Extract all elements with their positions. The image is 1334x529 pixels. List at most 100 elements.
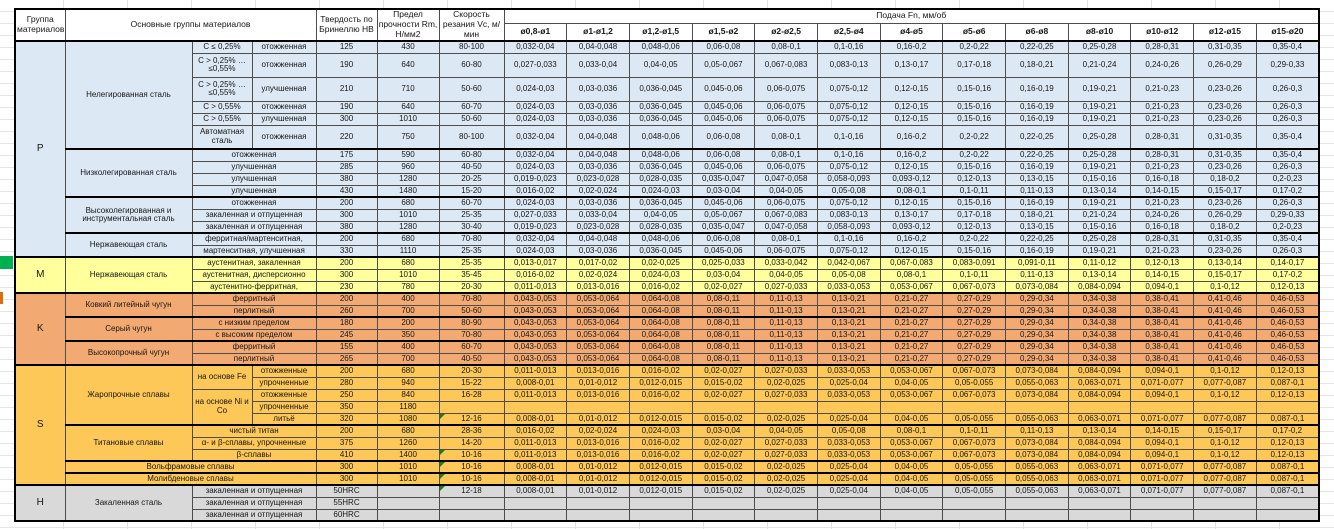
feed-cell[interactable] <box>1067 496 1132 510</box>
feed-col-header[interactable]: ø1,5-ø2 <box>691 22 756 42</box>
feed-cell[interactable]: 0,016-0,02 <box>503 268 568 282</box>
feed-cell[interactable]: 0,15-0,16 <box>942 76 1006 102</box>
hardness-cell[interactable]: 190 <box>315 100 378 114</box>
feed-cell[interactable]: 0,019-0,023 <box>503 172 568 186</box>
feed-cell[interactable]: 0,18-0,2 <box>1193 220 1257 234</box>
feed-cell[interactable]: 0,34-0,38 <box>1067 340 1132 354</box>
feed-cell[interactable]: 0,29-0,34 <box>1005 316 1069 330</box>
strength-cell[interactable]: 1280 <box>376 220 440 234</box>
feed-cell[interactable]: 0,28-0,31 <box>1130 232 1195 246</box>
feed-cell[interactable]: 0,13-0,14 <box>1193 256 1257 270</box>
speed-cell[interactable]: 50-60 <box>438 112 505 126</box>
feed-cell[interactable]: 0,05-0,08 <box>816 268 881 282</box>
feed-cell[interactable]: 0,11-0,13 <box>754 304 818 318</box>
feed-cell[interactable]: 0,043-0,053 <box>503 328 568 342</box>
feed-cell[interactable]: 0,064-0,08 <box>628 316 693 330</box>
feed-cell[interactable] <box>1255 400 1320 414</box>
feed-cell[interactable]: 0,34-0,38 <box>1067 292 1132 306</box>
feed-cell[interactable]: 0,34-0,38 <box>1067 316 1132 330</box>
feed-cell[interactable]: 0,12-0,15 <box>879 76 944 102</box>
feed-cell[interactable]: 0,008-0,01 <box>503 412 568 426</box>
feed-cell[interactable]: 0,008-0,01 <box>503 472 568 486</box>
material-label-cell[interactable]: отожженная <box>191 196 317 210</box>
feed-cell[interactable]: 0,46-0,53 <box>1255 340 1320 354</box>
feed-cell[interactable]: 0,21-0,27 <box>879 340 944 354</box>
feed-cell[interactable]: 0,055-0,063 <box>1005 484 1069 498</box>
feed-cell[interactable]: 0,12-0,13 <box>942 220 1006 234</box>
feed-cell[interactable]: 0,024-0,03 <box>503 244 568 258</box>
feed-cell[interactable]: 0,16-0,19 <box>1005 244 1069 258</box>
hardness-cell[interactable]: 320 <box>315 412 378 426</box>
feed-cell[interactable]: 0,027-0,033 <box>754 280 818 294</box>
material-label-cell[interactable]: закаленная и отпущенная <box>191 508 317 522</box>
feed-cell[interactable]: 0,024-0,03 <box>628 268 693 282</box>
feed-cell[interactable]: 0,067-0,073 <box>942 280 1006 294</box>
feed-cell[interactable]: 0,14-0,15 <box>1130 424 1195 438</box>
speed-cell[interactable]: 80-90 <box>438 316 505 330</box>
material-label-cell[interactable]: Нелегированная сталь <box>64 40 193 150</box>
material-label-cell[interactable]: C > 0,55% <box>191 100 253 114</box>
feed-cell[interactable]: 0,036-0,045 <box>628 100 693 114</box>
feed-cell[interactable]: 0,087-0,1 <box>1255 460 1320 474</box>
feed-cell[interactable]: 0,29-0,34 <box>1005 352 1069 366</box>
feed-cell[interactable]: 0,12-0,13 <box>1130 256 1195 270</box>
feed-cell[interactable]: 0,16-0,19 <box>1005 160 1069 174</box>
feed-cell[interactable]: 0,21-0,27 <box>879 352 944 366</box>
feed-cell[interactable]: 0,017-0,02 <box>566 256 630 270</box>
feed-cell[interactable]: 0,013-0,017 <box>503 256 568 270</box>
feed-cell[interactable]: 0,03-0,036 <box>566 244 630 258</box>
feed-cell[interactable]: 0,31-0,35 <box>1193 232 1257 246</box>
feed-cell[interactable]: 0,05-0,055 <box>942 460 1006 474</box>
feed-cell[interactable]: 0,008-0,01 <box>503 376 568 390</box>
feed-cell[interactable]: 0,011-0,013 <box>503 448 568 462</box>
feed-cell[interactable]: 0,064-0,08 <box>628 340 693 354</box>
feed-cell[interactable]: 0,12-0,13 <box>1255 448 1320 462</box>
feed-cell[interactable]: 0,055-0,063 <box>1005 412 1069 426</box>
feed-cell[interactable]: 0,077-0,087 <box>1193 472 1257 486</box>
hardness-cell[interactable]: 180 <box>315 316 378 330</box>
feed-cell[interactable]: 0,048-0,06 <box>628 148 693 162</box>
hardness-cell[interactable]: 375 <box>315 436 378 450</box>
speed-cell[interactable] <box>438 400 505 414</box>
feed-cell[interactable]: 0,19-0,21 <box>1067 244 1132 258</box>
strength-cell[interactable]: 750 <box>376 124 440 150</box>
feed-cell[interactable]: 0,13-0,17 <box>879 208 944 222</box>
feed-cell[interactable]: 0,016-0,02 <box>628 436 693 450</box>
feed-cell[interactable]: 0,16-0,2 <box>879 40 944 54</box>
material-label-cell[interactable]: Низколегированная сталь <box>64 148 193 198</box>
strength-cell[interactable] <box>376 508 440 522</box>
feed-cell[interactable]: 0,26-0,3 <box>1255 112 1320 126</box>
feed-cell[interactable]: 0,27-0,29 <box>942 316 1006 330</box>
feed-cell[interactable]: 0,043-0,053 <box>503 316 568 330</box>
feed-cell[interactable]: 0,015-0,02 <box>691 484 756 498</box>
feed-cell[interactable]: 0,16-0,19 <box>1005 100 1069 114</box>
strength-cell[interactable] <box>376 496 440 510</box>
feed-cell[interactable]: 0,087-0,1 <box>1255 412 1320 426</box>
feed-cell[interactable]: 0,21-0,23 <box>1130 76 1195 102</box>
hardness-cell[interactable]: 410 <box>315 448 378 462</box>
feed-cell[interactable]: 0,016-0,02 <box>503 184 568 198</box>
feed-cell[interactable]: 0,05-0,08 <box>816 184 881 198</box>
feed-cell[interactable] <box>503 400 568 414</box>
feed-cell[interactable]: 0,31-0,35 <box>1193 40 1257 54</box>
feed-cell[interactable]: 0,25-0,28 <box>1067 232 1132 246</box>
material-label-cell[interactable]: закаленная и отпущенная <box>191 208 317 222</box>
hardness-cell[interactable]: 350 <box>315 400 378 414</box>
feed-cell[interactable]: 0,067-0,083 <box>754 52 818 78</box>
feed-cell[interactable]: 0,053-0,067 <box>879 280 944 294</box>
feed-cell[interactable]: 0,02-0,027 <box>691 448 756 462</box>
material-label-cell[interactable]: отожженная <box>251 52 317 78</box>
feed-cell[interactable]: 0,11-0,13 <box>754 292 818 306</box>
feed-cell[interactable]: 0,015-0,02 <box>691 460 756 474</box>
hardness-cell[interactable]: 245 <box>315 328 378 342</box>
feed-cell[interactable]: 0,04-0,05 <box>879 484 944 498</box>
feed-cell[interactable]: 0,011-0,013 <box>503 280 568 294</box>
feed-cell[interactable]: 0,15-0,16 <box>1067 220 1132 234</box>
feed-cell[interactable]: 0,21-0,27 <box>879 316 944 330</box>
feed-cell[interactable]: 0,38-0,41 <box>1130 292 1195 306</box>
feed-cell[interactable]: 0,073-0,084 <box>1005 448 1069 462</box>
feed-cell[interactable]: 0,063-0,071 <box>1067 412 1132 426</box>
feed-cell[interactable]: 0,084-0,094 <box>1067 364 1132 378</box>
feed-cell[interactable]: 0,22-0,25 <box>1005 148 1069 162</box>
feed-cell[interactable]: 0,04-0,05 <box>628 208 693 222</box>
